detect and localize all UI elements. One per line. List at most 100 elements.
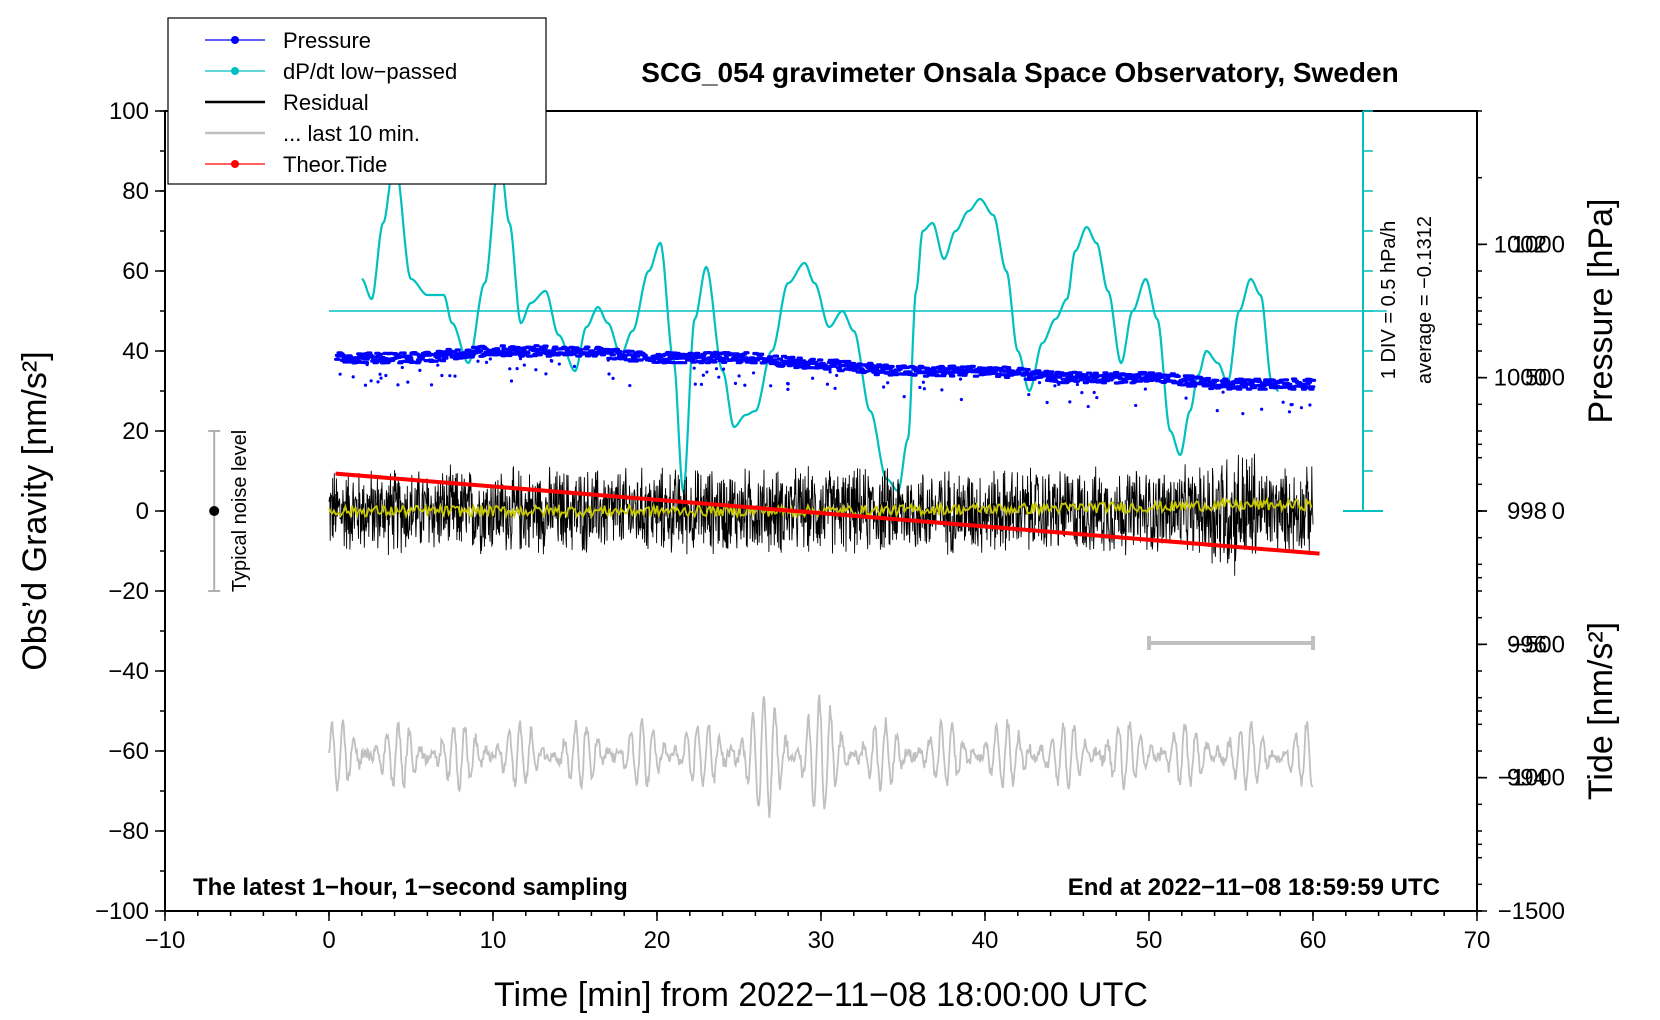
x-axis-label: Time [min] from 2022−11−08 18:00:00 UTC <box>494 976 1148 1014</box>
y-tick-label: 80 <box>122 178 149 205</box>
pressure-outlier <box>825 382 830 386</box>
pressure-outlier <box>701 373 705 377</box>
pressure-outlier <box>369 379 373 383</box>
pressure-outlier <box>1045 400 1049 405</box>
pressure-outlier <box>376 380 380 384</box>
pressure-outlier <box>1184 396 1188 400</box>
pressure-outlier <box>1075 382 1080 387</box>
legend-item: dP/dt low−passed <box>205 59 457 84</box>
chart-title: SCG_054 gravimeter Onsala Space Observat… <box>641 57 1398 88</box>
pressure-outlier <box>786 382 790 386</box>
pressure-outlier <box>1308 403 1312 407</box>
pressure-outlier <box>1289 402 1293 407</box>
pressure-outlier <box>769 384 773 388</box>
y-axis-label-tide: Tide [nm/s²] <box>1582 622 1620 800</box>
pressure-outlier <box>714 367 719 371</box>
pressure-outlier <box>886 381 890 385</box>
y-tick-label: −40 <box>108 658 149 685</box>
pressure-outlier <box>733 381 738 385</box>
pressure-outlier <box>835 373 839 378</box>
tide-tick-label: −1500 <box>1498 898 1565 925</box>
pressure-outlier <box>1143 387 1147 391</box>
pressure-outlier <box>436 363 440 367</box>
pressure-outlier <box>721 367 726 371</box>
x-tick-label: −10 <box>145 927 186 954</box>
pressure-outlier <box>1037 381 1042 385</box>
y-tick-label: 60 <box>122 258 149 285</box>
y-tick-label: −100 <box>95 898 149 925</box>
pressure-outlier <box>1221 390 1225 394</box>
last-10min-line <box>328 694 1314 818</box>
pressure-outlier <box>1080 390 1084 395</box>
tide-tick-label: −1000 <box>1498 765 1565 792</box>
subtitle-left: The latest 1−hour, 1−second sampling <box>193 874 628 901</box>
pressure-outlier <box>484 360 489 364</box>
pressure-outlier <box>1068 400 1072 404</box>
tide-tick-label: 500 <box>1525 365 1565 392</box>
pressure-outlier <box>743 383 747 387</box>
y-tick-label: 20 <box>122 418 149 445</box>
pressure-outlier <box>705 370 709 374</box>
y-tick-label: 40 <box>122 338 149 365</box>
dpdt-line <box>361 153 1279 495</box>
pressure-outlier <box>1095 395 1099 400</box>
x-tick-label: 60 <box>1300 927 1327 954</box>
pressure-outlier <box>351 375 355 379</box>
pressure-outlier <box>550 359 554 363</box>
pressure-outlier <box>922 387 926 391</box>
pressure-outlier <box>1092 390 1096 395</box>
noise-label: Typical noise level <box>229 430 251 592</box>
x-tick-label: 70 <box>1464 927 1491 954</box>
pressure-dots <box>334 344 1317 391</box>
pressure-outlier <box>1086 404 1090 409</box>
pressure-outlier <box>534 368 538 372</box>
pressure-outlier <box>406 380 410 384</box>
pressure-outlier <box>1241 412 1245 416</box>
legend-item: ... last 10 min. <box>205 121 420 146</box>
legend: Pressure dP/dt low−passed Residual ... last… <box>167 17 547 185</box>
pressure-outlier <box>363 383 368 387</box>
last-10min-layer <box>328 694 1314 818</box>
pressure-outlier <box>940 388 944 392</box>
pressure-outlier <box>921 380 926 384</box>
y-axis-gravity: −100 −80 −60 −40 −20 0 20 40 60 80 100 <box>95 98 165 925</box>
pressure-outlier <box>692 366 696 370</box>
pressure-tick-label: 996 <box>1507 631 1547 658</box>
legend-swatch-marker <box>231 67 239 75</box>
pressure-outlier <box>958 377 963 381</box>
dpdt-average-label: average = −0.1312 <box>1414 216 1436 384</box>
pressure-outlier <box>918 385 922 390</box>
legend-item: Theor.Tide <box>205 152 387 177</box>
dpdt-layer <box>329 153 1387 495</box>
pressure-outlier <box>611 376 615 380</box>
x-tick-label: 40 <box>972 927 999 954</box>
pressure-outlier <box>902 395 906 399</box>
legend-label: ... last 10 min. <box>283 121 420 146</box>
pressure-outlier <box>522 363 526 367</box>
tide-tick-label: 0 <box>1552 498 1565 525</box>
legend-label: Residual <box>283 90 369 115</box>
pressure-outlier <box>365 363 369 367</box>
pressure-outlier <box>786 387 790 391</box>
pressure-outlier <box>379 376 383 380</box>
pressure-tick-label: 1000 <box>1494 365 1547 392</box>
legend-label: Theor.Tide <box>283 152 387 177</box>
pressure-outlier <box>1281 400 1285 404</box>
pressure-outlier <box>693 382 697 386</box>
pressure-outlier <box>959 397 963 402</box>
tide-layer <box>335 471 1320 556</box>
pressure-outlier <box>810 376 815 380</box>
tide-tick-label: −500 <box>1511 631 1565 658</box>
y-tick-label: −60 <box>108 738 149 765</box>
pressure-outlier <box>572 364 577 369</box>
pressure-outlier <box>1027 392 1031 397</box>
noise-bar-center <box>209 506 220 516</box>
pressure-outlier <box>440 373 444 378</box>
pressure-tick-label: 1002 <box>1494 231 1547 258</box>
pressure-outlier <box>396 383 400 387</box>
pressure-outlier <box>518 357 523 361</box>
pressure-outlier <box>737 374 741 378</box>
y-axis-label-gravity: Obs’d Gravity [nm/s²] <box>16 351 54 670</box>
x-axis: −10 0 10 20 30 40 50 60 70 <box>145 911 1491 954</box>
